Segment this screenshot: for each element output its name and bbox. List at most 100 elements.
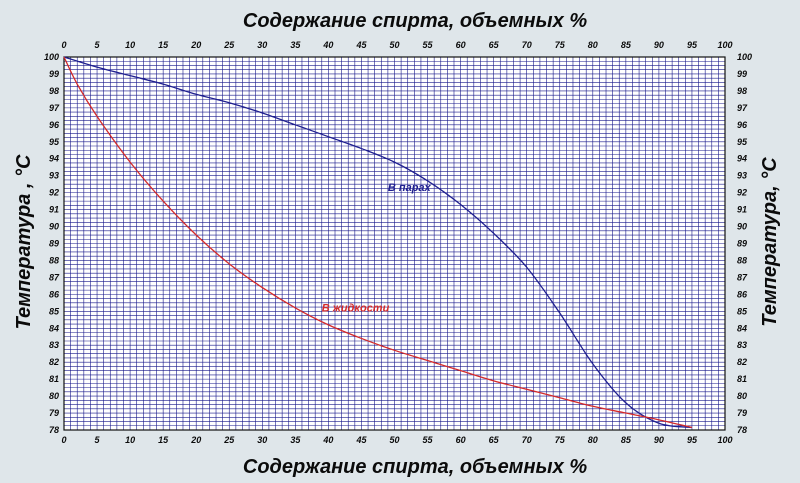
y-tick-label-right: 85 <box>737 306 748 316</box>
y-tick-label-left: 85 <box>49 306 60 316</box>
y-tick-label-right: 83 <box>737 340 747 350</box>
y-tick-label-right: 80 <box>737 391 747 401</box>
y-tick-label-left: 99 <box>49 69 59 79</box>
y-tick-label-right: 87 <box>737 272 748 282</box>
y-tick-label-left: 86 <box>49 289 60 299</box>
x-tick-label-bottom: 35 <box>290 435 301 445</box>
x-tick-label-bottom: 80 <box>588 435 598 445</box>
x-tick-label-bottom: 60 <box>456 435 466 445</box>
x-tick-label-top: 70 <box>522 40 532 50</box>
y-tick-label-left: 94 <box>49 154 59 164</box>
y-tick-label-left: 81 <box>49 374 59 384</box>
y-tick-label-right: 92 <box>737 188 747 198</box>
x-tick-label-bottom: 0 <box>61 435 66 445</box>
y-tick-label-right: 81 <box>737 374 747 384</box>
y-tick-label-left: 93 <box>49 171 59 181</box>
y-axis-label-right: Температура, °С <box>759 157 781 327</box>
y-tick-label-left: 87 <box>49 272 60 282</box>
y-tick-label-left: 79 <box>49 408 59 418</box>
plot-layer: 0055101015152020252530303535404045455050… <box>44 40 752 445</box>
x-tick-label-bottom: 50 <box>389 435 399 445</box>
x-tick-label-bottom: 75 <box>555 435 566 445</box>
chart-title-bottom: Содержание спирта, объемных % <box>243 456 587 478</box>
x-tick-label-bottom: 40 <box>322 435 333 445</box>
y-tick-label-left: 97 <box>49 103 60 113</box>
y-tick-label-right: 78 <box>737 425 747 435</box>
x-tick-label-top: 30 <box>257 40 267 50</box>
y-tick-label-right: 79 <box>737 408 747 418</box>
y-tick-label-right: 96 <box>737 120 748 130</box>
y-tick-label-left: 82 <box>49 357 59 367</box>
y-tick-label-left: 80 <box>49 391 59 401</box>
x-tick-label-top: 90 <box>654 40 664 50</box>
x-tick-label-top: 55 <box>423 40 434 50</box>
series-annotation-vapor: В парах <box>388 182 432 194</box>
x-tick-label-bottom: 90 <box>654 435 664 445</box>
y-tick-label-left: 95 <box>49 137 60 147</box>
x-tick-label-bottom: 55 <box>423 435 434 445</box>
y-tick-label-left: 100 <box>44 52 59 62</box>
series-line-liquid <box>63 56 693 429</box>
x-tick-label-bottom: 70 <box>522 435 532 445</box>
chart-title-top: Содержание спирта, объемных % <box>243 10 587 32</box>
x-tick-label-bottom: 45 <box>355 435 367 445</box>
plot-border <box>63 56 726 431</box>
x-tick-label-top: 0 <box>61 40 66 50</box>
y-tick-label-right: 93 <box>737 171 747 181</box>
x-tick-label-top: 95 <box>687 40 698 50</box>
y-axis-label-left: Температура , °С <box>13 154 35 329</box>
x-tick-label-bottom: 5 <box>95 435 101 445</box>
x-tick-label-bottom: 20 <box>190 435 201 445</box>
x-tick-label-top: 20 <box>190 40 201 50</box>
y-tick-label-left: 91 <box>49 205 59 215</box>
x-tick-label-top: 35 <box>290 40 301 50</box>
x-tick-label-bottom: 10 <box>125 435 135 445</box>
y-tick-label-left: 78 <box>49 425 59 435</box>
y-tick-label-right: 88 <box>737 255 747 265</box>
x-tick-label-bottom: 95 <box>687 435 698 445</box>
y-tick-label-left: 88 <box>49 255 59 265</box>
y-tick-label-left: 89 <box>49 239 59 249</box>
x-tick-label-top: 85 <box>621 40 632 50</box>
x-tick-label-top: 45 <box>355 40 367 50</box>
y-tick-label-right: 90 <box>737 222 747 232</box>
x-tick-label-top: 40 <box>322 40 333 50</box>
x-tick-label-bottom: 85 <box>621 435 632 445</box>
y-tick-label-left: 83 <box>49 340 59 350</box>
y-tick-label-right: 100 <box>737 52 752 62</box>
x-tick-label-top: 65 <box>489 40 500 50</box>
y-tick-label-right: 89 <box>737 239 747 249</box>
x-tick-label-bottom: 15 <box>158 435 169 445</box>
y-tick-label-right: 98 <box>737 86 747 96</box>
x-tick-label-top: 75 <box>555 40 566 50</box>
y-tick-label-left: 96 <box>49 120 60 130</box>
series-line-vapor <box>63 56 693 429</box>
x-tick-label-top: 25 <box>223 40 235 50</box>
x-tick-label-top: 5 <box>95 40 101 50</box>
y-tick-label-right: 86 <box>737 289 748 299</box>
y-tick-label-left: 84 <box>49 323 59 333</box>
x-tick-label-bottom: 65 <box>489 435 500 445</box>
series-annotation-liquid: В жидкости <box>322 302 390 314</box>
x-tick-label-top: 80 <box>588 40 598 50</box>
x-tick-label-bottom: 30 <box>257 435 267 445</box>
x-tick-label-bottom: 100 <box>717 435 732 445</box>
x-tick-label-top: 100 <box>717 40 732 50</box>
x-tick-label-top: 50 <box>389 40 399 50</box>
y-tick-label-right: 91 <box>737 205 747 215</box>
x-tick-label-top: 10 <box>125 40 135 50</box>
y-tick-label-right: 95 <box>737 137 748 147</box>
x-tick-label-bottom: 25 <box>223 435 235 445</box>
y-tick-label-left: 92 <box>49 188 59 198</box>
y-tick-label-left: 90 <box>49 222 59 232</box>
y-tick-label-left: 98 <box>49 86 59 96</box>
x-tick-label-top: 60 <box>456 40 466 50</box>
y-tick-label-right: 99 <box>737 69 747 79</box>
x-tick-label-top: 15 <box>158 40 169 50</box>
y-tick-label-right: 82 <box>737 357 747 367</box>
y-tick-label-right: 97 <box>737 103 748 113</box>
y-tick-label-right: 94 <box>737 154 747 164</box>
y-tick-label-right: 84 <box>737 323 747 333</box>
